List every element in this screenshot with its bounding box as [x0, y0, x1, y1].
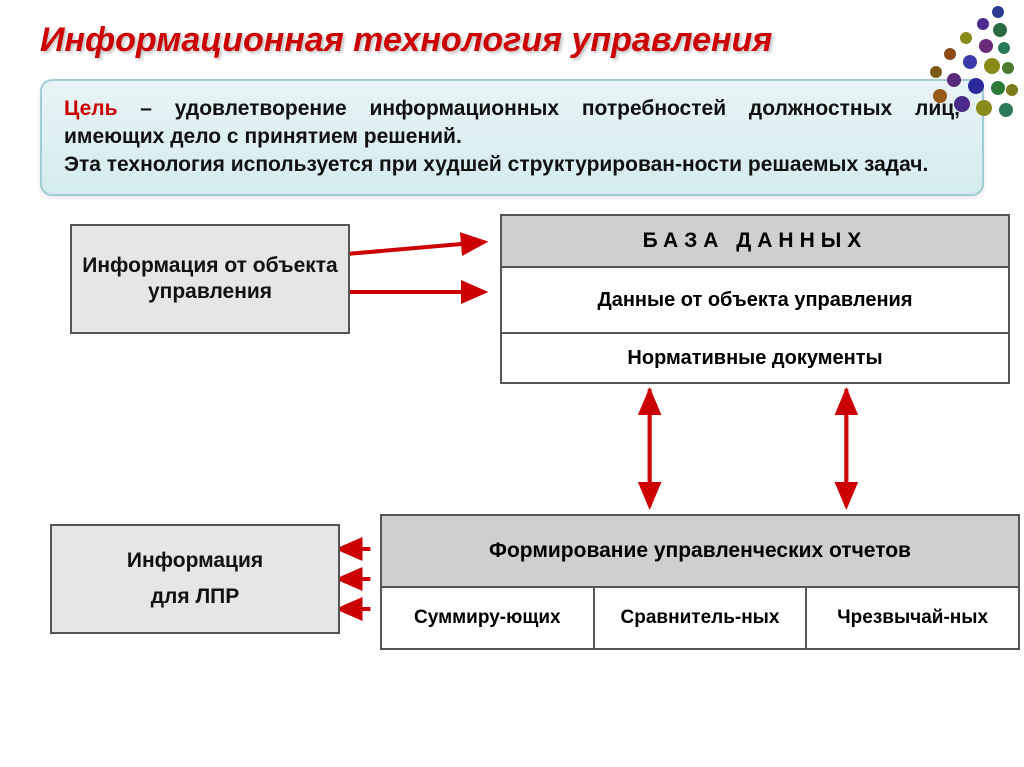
left2-line1: Информация	[127, 548, 263, 574]
report-cell-1: Суммиру-ющих	[380, 588, 595, 650]
node-db-row-1: Данные от объекта управления	[500, 268, 1010, 334]
goal-text-2: Эта технология используется при худшей с…	[64, 153, 928, 176]
decorative-dots	[888, 4, 1018, 134]
database-stack: БАЗА ДАННЫХ Данные от объекта управления…	[500, 214, 1010, 384]
goal-label: Цель	[64, 97, 118, 120]
flowchart: Информация от объекта управления БАЗА ДА…	[40, 214, 984, 684]
report-cell-3: Чрезвычай-ных	[807, 588, 1020, 650]
left2-line2: для ЛПР	[127, 584, 263, 610]
node-db-row-2: Нормативные документы	[500, 334, 1010, 384]
report-cell-2: Сравнитель-ных	[595, 588, 808, 650]
node-reports-header: Формирование управленческих отчетов	[380, 514, 1020, 588]
node-db-header: БАЗА ДАННЫХ	[500, 214, 1010, 268]
reports-block: Формирование управленческих отчетов Сумм…	[380, 514, 1020, 650]
goal-text-1: – удовлетворение информационных потребно…	[64, 97, 960, 148]
node-info-for-lpr: Информация для ЛПР	[50, 524, 340, 634]
page-title: Информационная технология управления	[40, 20, 984, 61]
node-info-from-object: Информация от объекта управления	[70, 224, 350, 334]
goal-box: Цель – удовлетворение информационных пот…	[40, 79, 984, 196]
